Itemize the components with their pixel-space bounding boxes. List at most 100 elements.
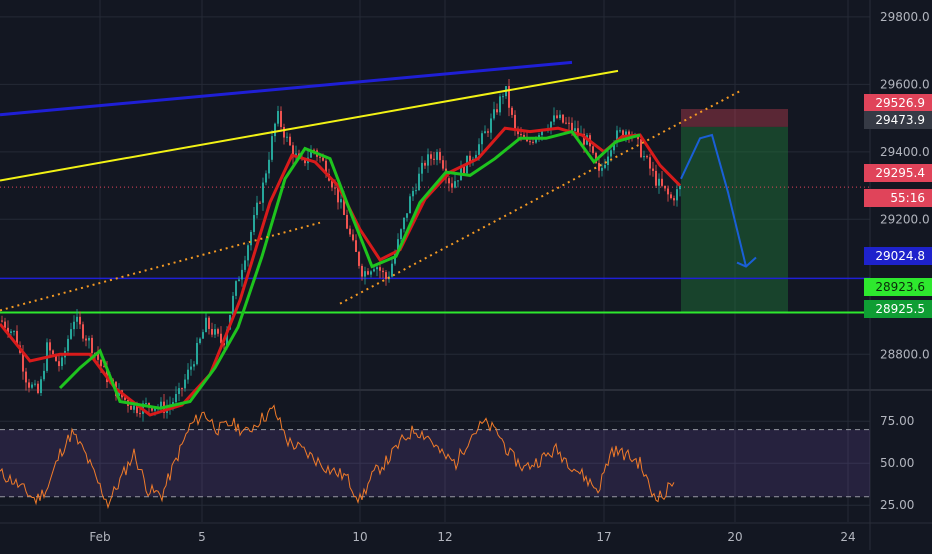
candle-body <box>391 263 393 277</box>
position-tool[interactable] <box>681 109 788 312</box>
price-marker-badge <box>864 278 932 296</box>
candle-body <box>619 130 621 132</box>
candle-body <box>508 86 510 108</box>
candle-body <box>139 413 141 415</box>
candle-body <box>187 369 189 380</box>
candle-body <box>154 408 156 411</box>
candle-body <box>55 354 57 362</box>
rsi-tick-label: 50.00 <box>880 456 914 470</box>
price-marker-badge <box>864 164 932 182</box>
candle-body <box>514 114 516 129</box>
candle-body <box>130 405 132 410</box>
time-tick-label: 12 <box>437 530 452 544</box>
candle-body <box>151 407 153 411</box>
candle-body <box>97 353 99 360</box>
candle-body <box>598 162 600 171</box>
candle-body <box>271 136 273 160</box>
risk-zone[interactable] <box>681 109 788 127</box>
candle-body <box>622 130 624 138</box>
candle-body <box>124 397 126 400</box>
time-tick-label: 10 <box>352 530 367 544</box>
candle-body <box>268 159 270 174</box>
time-axis[interactable]: Feb 5 10 12 17 20 24 <box>0 522 932 544</box>
candle-body <box>232 295 234 315</box>
candle-body <box>613 142 615 151</box>
candle-body <box>457 180 459 182</box>
candle-body <box>22 352 24 372</box>
candle-body <box>331 180 333 188</box>
price-tick-label: 29600.0 <box>880 77 930 91</box>
rsi-panel <box>0 404 870 510</box>
rsi-line <box>0 404 675 510</box>
candle-body <box>226 329 228 346</box>
candle-body <box>409 196 411 214</box>
projection-path[interactable] <box>680 133 747 267</box>
candle-body <box>541 129 543 136</box>
projection-arrowhead[interactable] <box>736 256 757 268</box>
blue-channel-line[interactable] <box>0 60 573 117</box>
time-tick-label: 24 <box>840 530 855 544</box>
candle-body <box>532 141 534 143</box>
candle-body <box>13 330 15 332</box>
candle-body <box>133 405 135 410</box>
horizontal-lines[interactable] <box>0 186 870 314</box>
candle-body <box>382 270 384 273</box>
time-tick-label: 17 <box>596 530 611 544</box>
candle-body <box>583 133 585 145</box>
candle-body <box>658 178 660 186</box>
candle-body <box>490 118 492 133</box>
candle-body <box>451 183 453 188</box>
candle-body <box>7 327 9 333</box>
candle-body <box>367 271 369 275</box>
candle-body <box>562 114 564 123</box>
candle-body <box>574 128 576 132</box>
candle-body <box>535 137 537 143</box>
yellow-resistance-line[interactable] <box>0 69 619 182</box>
candle-body <box>442 160 444 169</box>
candle-body <box>16 330 18 346</box>
candle-body <box>238 279 240 282</box>
candle-body <box>274 123 276 137</box>
orange-dotted-trendline[interactable] <box>0 221 321 312</box>
candle-body <box>373 269 375 272</box>
price-axis[interactable]: 28800.0 29200.0 29400.0 29600.0 29800.0 25.00… <box>880 10 930 512</box>
candle-body <box>337 187 339 203</box>
candle-body <box>355 240 357 252</box>
candle-body <box>679 185 681 190</box>
candle-body <box>370 271 372 275</box>
candle-body <box>568 122 570 124</box>
candle-body <box>553 115 555 122</box>
candle-body <box>655 170 657 186</box>
candle-body <box>319 156 321 158</box>
price-marker-badge <box>864 189 932 207</box>
candle-body <box>610 150 612 157</box>
candle-body <box>661 178 663 186</box>
candle-body <box>640 139 642 158</box>
candle-body <box>49 342 51 351</box>
candle-body <box>484 131 486 134</box>
candle-body <box>616 130 618 143</box>
price-marker-label: 28925.5 <box>875 302 925 316</box>
candle-body <box>277 111 279 124</box>
price-marker-label: 29526.9 <box>875 96 925 110</box>
projection-arrow[interactable] <box>680 133 757 268</box>
candle-body <box>361 265 363 277</box>
candle-body <box>628 131 630 135</box>
candle-body <box>643 156 645 158</box>
candle-body <box>175 393 177 403</box>
candle-body <box>211 328 213 335</box>
price-marker-label: 29473.9 <box>875 113 925 127</box>
price-marker-badge <box>864 111 932 129</box>
trendlines[interactable] <box>0 60 741 312</box>
candle-body <box>469 155 471 162</box>
candle-body <box>325 160 327 174</box>
candle-body <box>418 173 420 191</box>
candle-body <box>511 107 513 115</box>
candle-body <box>40 379 42 393</box>
candle-body <box>475 154 477 159</box>
candle-body <box>145 402 147 404</box>
candle-body <box>379 267 381 271</box>
